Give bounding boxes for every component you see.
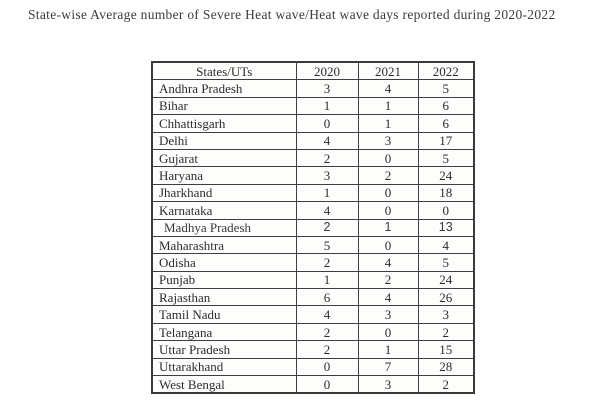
value-cell: 26 [417, 288, 475, 307]
value-cell: 4 [357, 288, 419, 307]
value-cell: 13 [417, 218, 475, 237]
value-cell: 1 [357, 218, 419, 237]
value-cell: 15 [417, 340, 475, 359]
value-cell: 28 [417, 357, 475, 377]
value-cell: 2 [357, 270, 419, 290]
table-row: Jharkhand 1 0 18 [151, 183, 475, 203]
table-body: Andhra Pradesh 3 4 5 Bihar 1 1 6 Chhattisgarh 0 1 6… [151, 79, 475, 394]
state-name-cell: Rajasthan [151, 288, 297, 307]
state-name-cell: Chhattisgarh [151, 114, 297, 133]
table-row: West Bengal 0 3 2 [151, 375, 475, 394]
table-row: Haryana 3 2 24 [151, 166, 475, 185]
value-cell: 2 [357, 166, 419, 185]
state-name-cell: Bihar [151, 96, 297, 116]
column-header-2020: 2020 [295, 61, 359, 81]
value-cell: 4 [295, 131, 359, 150]
value-cell: 4 [295, 305, 359, 324]
value-cell: 3 [295, 166, 359, 185]
table-row: Gujarat 2 0 5 [151, 148, 475, 168]
state-name-cell: Maharashtra [151, 235, 297, 255]
state-name-cell: Madhya Pradesh [151, 218, 297, 237]
value-cell: 5 [295, 235, 359, 255]
value-cell: 17 [417, 131, 475, 150]
state-name-cell: Karnataka [151, 201, 297, 220]
value-cell: 3 [357, 375, 419, 394]
value-cell: 2 [295, 322, 359, 342]
value-cell: 3 [357, 131, 419, 150]
page-title: State-wise Average number of Severe Heat… [28, 7, 556, 22]
state-name-cell: Andhra Pradesh [151, 79, 297, 98]
state-name-cell: Odisha [151, 253, 297, 272]
table-row: Uttarakhand 0 7 28 [151, 357, 475, 377]
heatwave-table: States/UTs 2020 2021 2022 Andhra Pradesh… [151, 61, 475, 395]
column-header-2022: 2022 [417, 61, 475, 81]
value-cell: 0 [357, 235, 419, 255]
table-row: Karnataka 4 0 0 [151, 201, 475, 220]
value-cell: 1 [357, 340, 419, 359]
table-row: Delhi 4 3 17 [151, 131, 475, 150]
state-name-cell: Haryana [151, 166, 297, 185]
column-header-states: States/UTs [151, 61, 297, 81]
table-row: Punjab 1 2 24 [151, 270, 475, 290]
heatwave-table-container: States/UTs 2020 2021 2022 Andhra Pradesh… [151, 61, 475, 395]
value-cell: 0 [357, 148, 419, 168]
value-cell: 6 [295, 288, 359, 307]
value-cell: 0 [295, 357, 359, 377]
value-cell: 2 [295, 253, 359, 272]
value-cell: 24 [417, 270, 475, 290]
value-cell: 24 [417, 166, 475, 185]
value-cell: 1 [357, 96, 419, 116]
value-cell: 0 [357, 201, 419, 220]
table-row: Odisha 2 4 5 [151, 253, 475, 272]
value-cell: 2 [295, 218, 359, 237]
value-cell: 4 [295, 201, 359, 220]
table-row: Uttar Pradesh 2 1 15 [151, 340, 475, 359]
value-cell: 2 [295, 340, 359, 359]
table-row: Chhattisgarh 0 1 6 [151, 114, 475, 133]
value-cell: 1 [357, 114, 419, 133]
value-cell: 2 [295, 148, 359, 168]
table-row: Telangana 2 0 2 [151, 322, 475, 342]
state-name-cell: Telangana [151, 322, 297, 342]
value-cell: 5 [417, 253, 475, 272]
value-cell: 4 [357, 253, 419, 272]
value-cell: 18 [417, 183, 475, 203]
value-cell: 3 [417, 305, 475, 324]
value-cell: 0 [295, 114, 359, 133]
value-cell: 4 [417, 235, 475, 255]
value-cell: 2 [417, 322, 475, 342]
value-cell: 0 [417, 201, 475, 220]
state-name-cell: Uttar Pradesh [151, 340, 297, 359]
table-header-row: States/UTs 2020 2021 2022 [151, 61, 475, 81]
column-header-2021: 2021 [357, 61, 419, 81]
table-row: Rajasthan 6 4 26 [151, 288, 475, 307]
value-cell: 7 [357, 357, 419, 377]
value-cell: 1 [295, 96, 359, 116]
value-cell: 0 [357, 183, 419, 203]
value-cell: 0 [295, 375, 359, 394]
value-cell: 3 [357, 305, 419, 324]
state-name-cell: Tamil Nadu [151, 305, 297, 324]
table-row: Maharashtra 5 0 4 [151, 235, 475, 255]
state-name-cell: West Bengal [151, 375, 297, 394]
value-cell: 6 [417, 114, 475, 133]
value-cell: 5 [417, 79, 475, 98]
value-cell: 2 [417, 375, 475, 394]
value-cell: 6 [417, 96, 475, 116]
state-name-cell: Gujarat [151, 148, 297, 168]
value-cell: 1 [295, 270, 359, 290]
state-name-cell: Punjab [151, 270, 297, 290]
table-row: Bihar 1 1 6 [151, 96, 475, 116]
state-name-cell: Uttarakhand [151, 357, 297, 377]
value-cell: 5 [417, 148, 475, 168]
value-cell: 4 [357, 79, 419, 98]
table-row: Tamil Nadu 4 3 3 [151, 305, 475, 324]
state-name-cell: Delhi [151, 131, 297, 150]
value-cell: 0 [357, 322, 419, 342]
state-name-cell: Jharkhand [151, 183, 297, 203]
table-row: Madhya Pradesh 2 1 13 [151, 218, 475, 237]
value-cell: 1 [295, 183, 359, 203]
value-cell: 3 [295, 79, 359, 98]
table-row: Andhra Pradesh 3 4 5 [151, 79, 475, 98]
